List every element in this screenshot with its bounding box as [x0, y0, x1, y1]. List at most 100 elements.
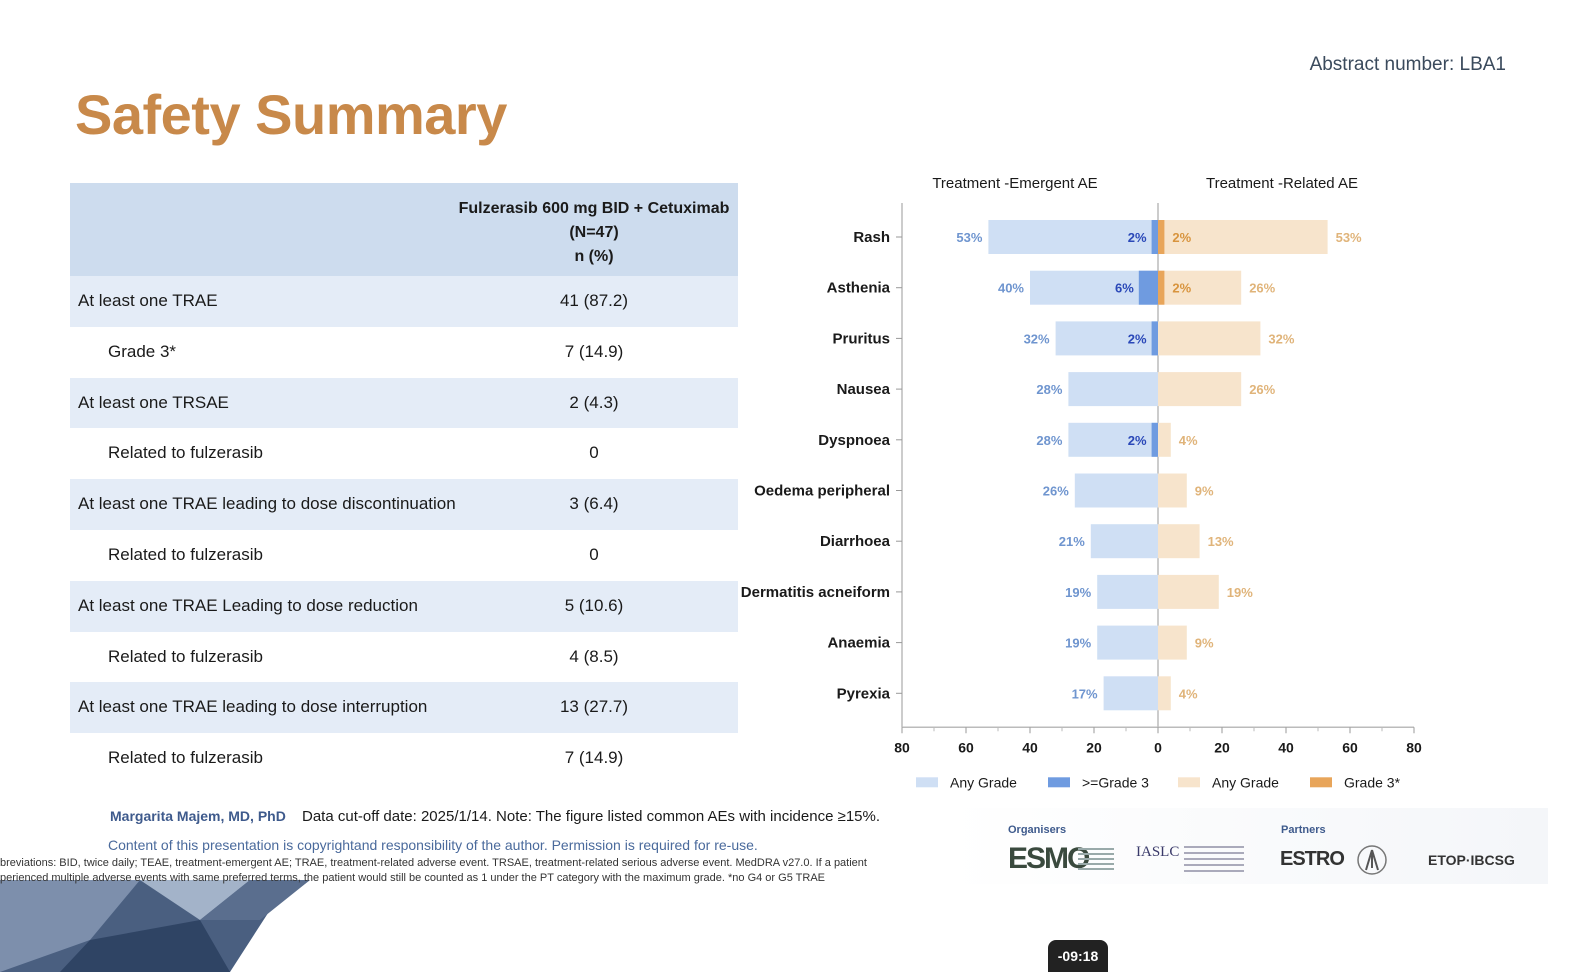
- bar-left-any-grade: [1068, 422, 1158, 457]
- table-header: Fulzerasib 600 mg BID + Cetuximab (N=47)…: [70, 183, 738, 276]
- bar-left-any-grade: [1097, 625, 1158, 660]
- bar-left-any-grade: [1055, 321, 1158, 356]
- legend-label: >=Grade 3: [1082, 774, 1149, 790]
- video-time-badge[interactable]: -09:18: [1048, 940, 1108, 972]
- abstract-number: Abstract number: LBA1: [1309, 54, 1506, 75]
- row-value: 7 (14.9): [564, 341, 624, 361]
- esmo-tagline-graphic: [1078, 848, 1114, 870]
- x-tick-label: 40: [1022, 739, 1038, 755]
- partners-label: Partners: [1281, 824, 1326, 836]
- bar-right-grade-3-: [1158, 220, 1165, 254]
- data-label: 40%: [998, 281, 1024, 296]
- category-label: Anaemia: [827, 635, 890, 652]
- data-label: 28%: [1036, 433, 1062, 448]
- data-label: 53%: [1336, 230, 1362, 245]
- legend-swatch: [1310, 777, 1332, 788]
- row-value: 41 (87.2): [559, 291, 629, 310]
- row-value: 7 (14.9): [564, 748, 624, 768]
- legend-label: Any Grade: [1212, 774, 1279, 790]
- bar-left--grade-3: [1151, 422, 1158, 457]
- data-label: 19%: [1227, 585, 1253, 600]
- bar-right-any-grade: [1158, 473, 1187, 508]
- sponsor-logos: Organisers Partners ESMO IASLC ESTRO ETO…: [948, 808, 1548, 884]
- data-label: 32%: [1024, 331, 1050, 346]
- ae-butterfly-chart: Treatment -Emergent AE Treatment -Related…: [741, 175, 1422, 790]
- bar-right-any-grade: [1158, 524, 1200, 559]
- copyright-note: Content of this presentation is copyrigh…: [108, 837, 758, 853]
- bar-left-any-grade: [1068, 372, 1158, 407]
- x-tick-label: 40: [1278, 739, 1294, 755]
- abbreviations-line: perienced multiple adverse events with s…: [0, 872, 826, 884]
- estro-logo: ESTRO: [1280, 848, 1345, 870]
- bar-right-any-grade: [1158, 321, 1261, 356]
- category-label: Rash: [853, 229, 890, 246]
- x-tick-label: 60: [958, 739, 974, 755]
- column-header-line: (N=47): [569, 224, 619, 241]
- table-row: At least one TRAE Leading to dose reduct…: [70, 580, 738, 632]
- bar-left--grade-3: [1151, 321, 1158, 356]
- iaslc-tagline-graphic: [1184, 846, 1244, 872]
- author-name: Margarita Majem, MD, PhD: [110, 808, 286, 824]
- abbreviations-line: breviations: BID, twice daily; TEAE, tre…: [0, 857, 867, 869]
- bar-left-any-grade: [1090, 524, 1158, 559]
- legend-swatch: [916, 777, 938, 788]
- data-label: 17%: [1072, 686, 1098, 701]
- data-label: 2%: [1128, 433, 1147, 448]
- category-label: Diarrhoea: [820, 533, 891, 550]
- row-label: At least one TRAE leading to dose interr…: [78, 697, 428, 717]
- table-row: At least one TRSAE 2 (4.3): [70, 377, 738, 429]
- category-label: Pyrexia: [837, 685, 891, 702]
- bar-left-any-grade: [1097, 574, 1158, 609]
- x-tick-label: 60: [1342, 739, 1358, 755]
- x-tick-label: 80: [1406, 739, 1422, 755]
- data-label: 9%: [1195, 636, 1214, 651]
- page-title: Safety Summary: [75, 83, 507, 146]
- data-cutoff-note: Data cut-off date: 2025/1/14. Note: The …: [302, 808, 881, 825]
- table-row: Related to fulzerasib 4 (8.5): [70, 632, 738, 683]
- data-label: 6%: [1115, 281, 1134, 296]
- column-header-line: Fulzerasib 600 mg BID + Cetuximab: [458, 200, 730, 217]
- legend-swatch: [1178, 777, 1200, 788]
- row-value: 3 (6.4): [569, 494, 619, 514]
- category-label: Dermatitis acneiform: [741, 584, 890, 601]
- bar-left-any-grade: [988, 220, 1158, 254]
- data-label: 2%: [1128, 331, 1147, 346]
- data-label: 28%: [1036, 382, 1062, 397]
- legend-label: Any Grade: [950, 774, 1017, 790]
- row-label: At least one TRAE: [78, 291, 218, 310]
- row-value: 13 (27.7): [559, 697, 629, 717]
- data-label: 26%: [1249, 382, 1275, 397]
- bar-right-any-grade: [1158, 372, 1242, 407]
- row-value: 2 (4.3): [569, 392, 619, 412]
- category-label: Dyspnoea: [818, 432, 890, 449]
- data-label: 19%: [1065, 636, 1091, 651]
- bar-right-any-grade: [1158, 220, 1328, 254]
- legend-label: Grade 3*: [1344, 774, 1401, 790]
- x-tick-label: 20: [1214, 739, 1230, 755]
- row-label: At least one TRAE Leading to dose reduct…: [78, 595, 418, 615]
- table-row: Related to fulzerasib 0: [70, 428, 738, 479]
- bar-right-any-grade: [1158, 574, 1219, 609]
- row-label: Related to fulzerasib: [108, 544, 263, 564]
- legend-swatch: [1048, 777, 1070, 788]
- bar-right-grade-3-: [1158, 270, 1165, 305]
- x-tick-label: 20: [1086, 739, 1102, 755]
- bar-right-any-grade: [1158, 625, 1187, 660]
- data-label: 26%: [1043, 484, 1069, 499]
- right-panel-title: Treatment -Related AE: [1206, 175, 1358, 192]
- data-label: 19%: [1065, 585, 1091, 600]
- data-label: 21%: [1059, 534, 1085, 549]
- x-tick-label: 80: [894, 739, 910, 755]
- row-label: Related to fulzerasib: [108, 646, 263, 666]
- table-row: Grade 3* 7 (14.9): [70, 327, 738, 378]
- row-label: Related to fulzerasib: [108, 748, 263, 768]
- column-header: Fulzerasib 600 mg BID + Cetuximab (N=47)…: [450, 197, 738, 269]
- table-row: Related to fulzerasib 0: [70, 530, 738, 581]
- etop-ibcsg-logo: ETOP·IBCSG: [1428, 852, 1515, 868]
- row-value: 4 (8.5): [569, 646, 619, 666]
- data-label: 4%: [1179, 433, 1198, 448]
- data-label: 13%: [1208, 534, 1234, 549]
- data-label: 26%: [1249, 281, 1275, 296]
- data-label: 2%: [1128, 230, 1147, 245]
- bar-left-any-grade: [1074, 473, 1158, 508]
